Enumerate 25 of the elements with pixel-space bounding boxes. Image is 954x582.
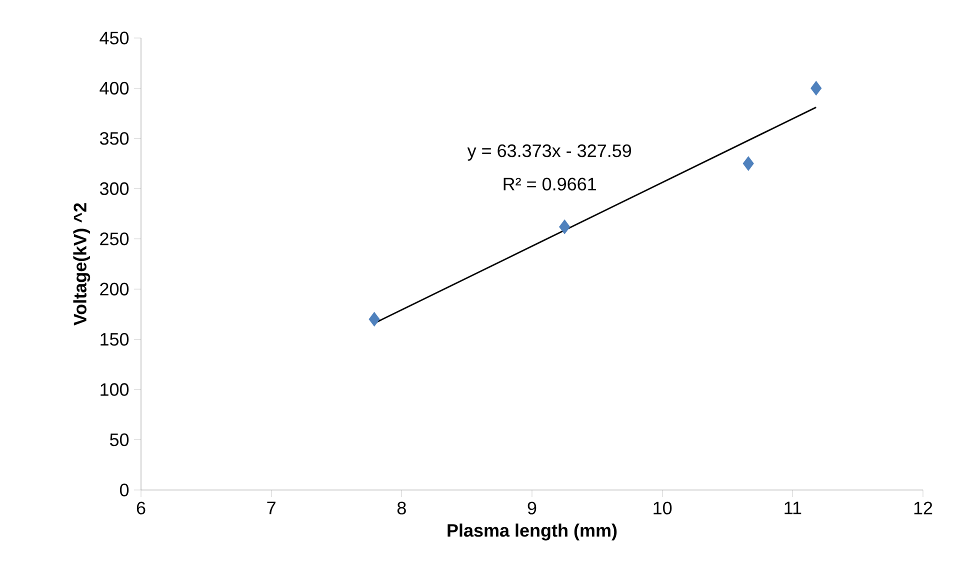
y-tick-label: 50 [110, 433, 129, 446]
x-tick-label: 7 [267, 502, 276, 514]
x-tick-label: 11 [784, 502, 802, 514]
y-tick-label: 400 [100, 82, 129, 95]
y-tick-label: 250 [100, 232, 129, 246]
x-tick-label: 6 [136, 502, 146, 514]
point [559, 220, 570, 234]
x-tick-label: 9 [528, 502, 536, 514]
y-tick-label: 100 [100, 383, 129, 396]
point [742, 156, 754, 171]
y-tick-label: 450 [100, 32, 129, 44]
point [810, 80, 822, 96]
annotation: R² = 0.9661 [504, 178, 596, 190]
y-tick-label: 300 [100, 182, 129, 196]
x-tick-label: 12 [914, 502, 932, 514]
x-axis-title: Plasma length (mm) [448, 524, 617, 540]
point [368, 312, 380, 327]
x-tick-label: 10 [654, 502, 672, 514]
y-tick-label: 0 [120, 484, 129, 496]
y-axis-title: Voltage(kV) ^2 [73, 203, 90, 326]
x-tick-label: 8 [397, 502, 406, 514]
y-tick-label: 200 [100, 282, 129, 296]
y-tick-label: 150 [100, 332, 129, 346]
annotation: y = 63.373x - 327.59 [467, 144, 632, 161]
y-tick-label: 350 [100, 132, 129, 145]
